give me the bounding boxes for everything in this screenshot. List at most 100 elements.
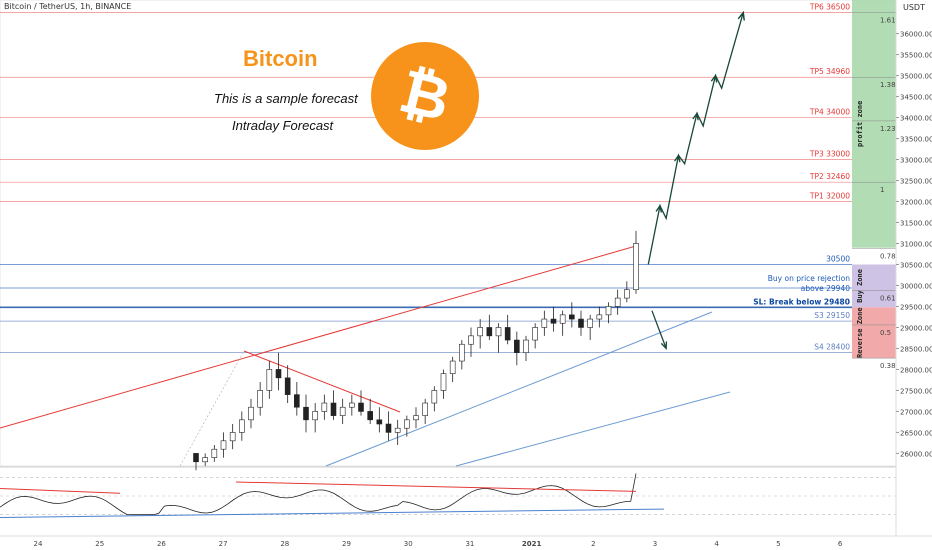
level-label: SL: Break below 29480 [753,297,850,306]
price-tick-label: 27000.00 [900,408,932,416]
bitcoin-logo: ₿ [371,42,479,150]
level-label: TP3 33000 [809,150,850,159]
forecast-arrowhead [674,153,681,163]
level-label: TP1 32000 [809,192,850,201]
forecast-subtitle: This is a sample forecast [214,91,358,106]
candle-body [367,411,373,421]
zone-label: Buy Zone [856,269,864,303]
rsi-pane: 80.0060.0040.00 [0,466,920,536]
time-tick-label: 29 [342,540,351,548]
price-tick-label: 36000.00 [900,31,932,39]
candle-body [422,402,428,416]
time-tick-label: 4 [714,540,719,548]
candle-body [477,327,483,337]
reverse-arrow [651,310,667,349]
level-label: TP4 34000 [809,108,850,117]
rsi-bg [0,468,896,536]
time-tick-label: 30 [404,540,413,548]
candle-body [541,318,548,328]
candle-body [404,419,410,429]
candle-body [605,306,612,316]
candle-body [202,457,208,463]
price-tick-label: 31500.00 [900,220,932,228]
candle-body [248,406,254,421]
price-tick-label: 30000.00 [900,282,932,290]
currency-menu[interactable]: USDT [903,3,925,12]
candle-body [339,406,346,416]
candle-body [569,314,575,320]
candle-body [303,406,309,421]
candle-body [275,369,282,379]
price-tick-label: 30500.00 [900,261,932,269]
time-tick-label: 28 [280,540,289,548]
level-label: Buy on price rejection [768,274,850,283]
candle-body [321,402,328,412]
candle-body [229,432,236,442]
time-tick-label: 31 [465,540,474,548]
zone-label: profit zone [856,101,864,147]
forecast-path [647,12,744,265]
price-tick-label: 26000.00 [900,450,932,458]
fib-label: 1 [880,186,884,194]
level-label: above 29940 [801,284,850,293]
price-tick-label: 33500.00 [900,136,932,144]
chart-symbol-header: Bitcoin / TetherUS, 1h, BINANCE [4,2,132,11]
candle-body [449,360,456,374]
price-tick-label: 31000.00 [900,240,932,248]
candle-body [578,318,584,328]
time-tick-label: 27 [219,540,228,548]
price-tick-label: 27500.00 [900,387,932,395]
price-tick-label: 33000.00 [900,157,932,165]
chart-title: Bitcoin [243,46,318,71]
candle-body [312,411,318,421]
time-axis: 24 25 26 27 28 29 30 31 2021 2 3 4 5 6 [0,535,932,550]
candle-body [468,335,474,345]
price-tick-label: 28000.00 [900,366,932,374]
candle-body [431,390,438,404]
level-lines: TP6 36500 TP5 34960 TP4 34000 TP3 33000 TP2 … [0,3,852,353]
price-tick-label: 34000.00 [900,115,932,123]
rsi-trendline-blue [0,508,665,518]
price-tick-label: 32000.00 [900,199,932,207]
time-tick-label: 3 [653,540,657,548]
level-label: 30500 [826,254,850,263]
price-axis-bg [896,0,932,550]
zone-band [852,0,896,248]
candle-body [349,402,355,408]
candle-body [559,314,566,324]
time-tick-label: 5 [776,540,780,548]
candle-body [532,327,538,341]
price-tick-label: 34500.00 [900,94,932,102]
intraday-subtitle: Intraday Forecast [232,118,334,133]
time-tick-label: 24 [34,540,43,548]
forecast-arrowhead [692,111,699,121]
rsi-trendline-red [235,481,637,492]
forecast-arrowhead [737,10,745,21]
level-label: TP2 32460 [809,172,850,181]
time-tick-label: 2021 [522,540,542,548]
time-tick-label: 25 [95,540,104,548]
candle-body [413,415,419,421]
zone-band [852,307,896,359]
candle-body [624,289,630,299]
candle-body [550,318,557,324]
level-label: S3 29150 [814,311,850,320]
candle-body [330,402,337,416]
candle-body [284,377,291,395]
candle-body [266,369,273,391]
forecast-arrows [647,10,745,351]
candle-body [514,339,520,353]
price-tick-label: 26500.00 [900,429,932,437]
candle-body [596,314,603,320]
fib-anchor-line [179,350,245,467]
zones-layer: profit zone Buy Zone Reverse Zone 1.618 1.38… [852,0,901,370]
candle-body [376,419,383,425]
fib-label: 1.618 [880,17,900,25]
support-trendline [325,311,713,467]
candle-body [385,423,392,433]
rsi-trendline-red [0,488,121,494]
candle-body [193,453,199,463]
level-label: TP6 36500 [809,3,850,12]
candle-body [633,243,639,290]
price-tick-label: 32500.00 [900,178,932,186]
